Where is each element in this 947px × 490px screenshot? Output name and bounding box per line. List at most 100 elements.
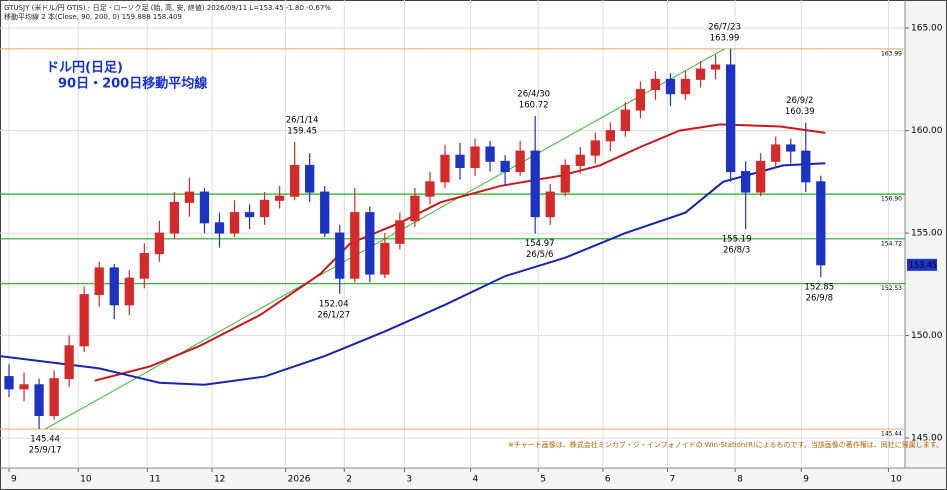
candle-body [259,199,270,218]
annotation-price: 160.39 [785,107,815,117]
annotation-date: 26/8/3 [723,246,750,256]
horizontal-line-label: 154.72 [881,240,902,247]
candle-body [695,68,706,80]
candle-body [650,78,661,91]
candle-body [380,242,390,275]
y-tick-label: 165.00 [911,24,943,34]
annotation-price: 152.85 [804,283,834,293]
x-tick-label: 9 [803,475,809,485]
annotation-price: 163.99 [710,33,740,43]
candle-body [274,195,285,201]
candle-body [515,150,525,173]
x-tick-label: 10 [80,475,92,485]
candle-body [139,253,149,279]
x-tick-label: 7 [669,475,675,485]
candle-body [440,154,450,183]
candle-body [395,220,405,244]
chart-subtitle: 90日・200日移動平均線 [58,76,208,92]
candle-body [725,64,736,173]
candle-body [425,181,435,197]
horizontal-line-label: 145.44 [881,431,902,438]
annotation-price: 145.44 [30,435,60,445]
annotation-date: 26/4/30 [517,89,550,99]
x-tick-label: 9 [11,475,17,485]
candle-body [756,160,766,193]
annotation-date: 25/9/17 [29,446,62,456]
candle-body [365,212,375,275]
candle-body [741,171,751,193]
annotation-price: 152.04 [319,299,349,309]
candle-body [169,201,180,234]
horizontal-line-label: 163.99 [881,50,902,57]
candle-body [154,232,164,255]
candle-body [816,181,826,266]
y-tick-label: 150.00 [911,331,943,341]
x-tick-label: 2 [346,475,352,485]
candle-body [244,212,255,218]
x-tick-label: 6 [605,475,611,485]
moving-average-line [94,123,826,382]
annotation-price: 155.19 [722,235,752,245]
annotation-date: 26/1/14 [286,115,319,125]
candle-body [4,376,14,390]
candle-body [500,160,510,173]
candle-body [49,378,59,417]
x-tick-label: 5 [540,475,546,485]
annotation-date: 26/9/8 [806,294,833,304]
candle-body [94,267,104,296]
x-axis-strip [1,468,946,489]
candle-body [605,130,615,142]
header-line: 移動平均線 2 本(Close, 90, 200, 0) 159.888 158… [4,12,182,21]
annotation-price: 154.97 [525,239,555,249]
horizontal-line-label: 152.53 [881,285,902,292]
annotation-date: 26/9/2 [786,96,813,106]
candle-body [530,150,540,218]
annotation-price: 160.72 [519,100,549,110]
x-tick-label: 3 [406,475,412,485]
candle-body [485,146,495,162]
candle-body [350,212,360,279]
candle-body [19,384,29,390]
header-line: GTUSJY (米ドル/円 GTIS) - 日足 - ローソク足 (始, 高, … [4,3,331,12]
candle-body [801,150,811,183]
candle-body [560,164,570,193]
candle-body [109,267,119,306]
annotation-date: 26/5/6 [526,250,553,260]
candle-body [710,64,721,70]
x-tick-label: 2026 [288,475,311,485]
candle-body [335,232,345,279]
candle-body [665,78,676,95]
candle-body [184,191,195,203]
candle-body [124,277,134,306]
candle-body [786,144,796,152]
moving-average-line [0,162,826,386]
candle-body [620,109,631,132]
x-tick-label: 11 [149,475,160,485]
candle-body [575,154,585,166]
y-tick-label: 145.00 [911,434,943,444]
candle-body [199,191,210,224]
x-tick-label: 4 [473,475,479,485]
annotation-date: 26/1/27 [317,310,350,320]
candle-body [545,191,555,218]
candle-body [34,384,44,417]
candle-body [680,78,691,95]
chart-title: ドル円(日足) [46,61,123,76]
candle-body [410,195,420,222]
candle-body [320,191,330,234]
last-price-box [907,258,937,271]
plot: 163.99156.90154.72152.53145.44145.4425/9… [0,22,905,456]
footnote: ※チャート画像は、株式会社ミンカブ・ジ・インフォノイドの Win-Station… [508,440,943,449]
y-tick-label: 155.00 [911,229,943,239]
x-tick-label: 8 [737,475,743,485]
y-tick-label: 160.00 [911,126,943,136]
candle-body [771,144,781,162]
candle-body [590,140,600,156]
candle-body [470,146,480,168]
candle-body [455,154,465,168]
candle-body [229,212,240,234]
candle-body [305,164,315,193]
annotation-price: 159.45 [287,126,317,136]
